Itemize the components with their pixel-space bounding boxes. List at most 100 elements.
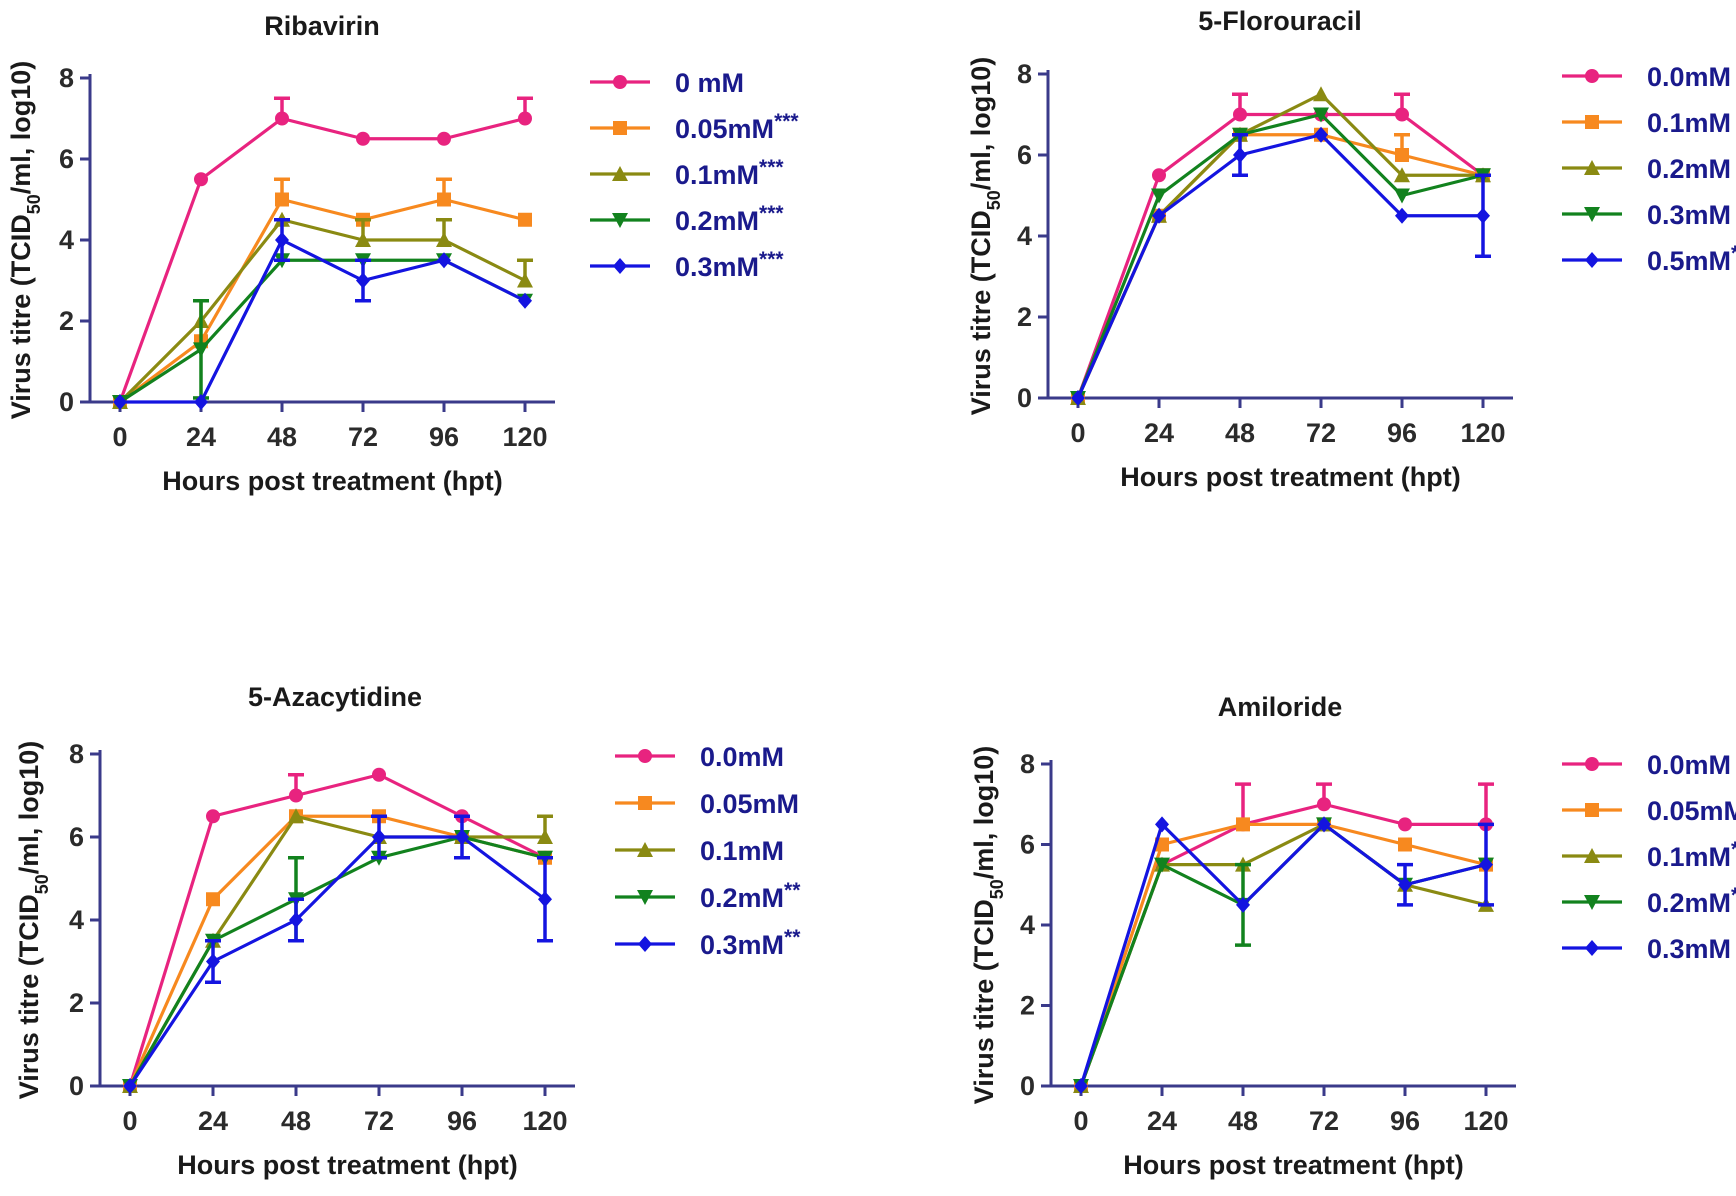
- x-tick-label: 72: [364, 1106, 394, 1136]
- series-3: [1073, 817, 1494, 1094]
- data-point: [1236, 817, 1250, 832]
- series-line: [119, 197, 526, 404]
- data-point: [356, 272, 370, 289]
- y-tick-label: 4: [59, 225, 74, 255]
- legend-label-text: 0.1mM: [1647, 842, 1731, 872]
- series-line: [128, 835, 546, 1087]
- legend-label: 0.1mM: [1647, 108, 1731, 138]
- y-tick-label: 8: [1017, 59, 1032, 89]
- legend-label: 0.3mM: [1647, 200, 1731, 230]
- series-4: [1071, 126, 1491, 406]
- legend-label-text: 0.2mM: [1647, 888, 1731, 918]
- x-tick-label: 96: [1390, 1106, 1420, 1136]
- significance-stars: ***: [759, 248, 784, 271]
- y-axis-label-subscript: 50: [24, 194, 44, 214]
- data-point: [1071, 390, 1085, 406]
- y-axis-label: Virus titre (TCID50/ml, log10): [14, 741, 52, 1100]
- legend-item: 0.2mM: [1562, 154, 1731, 184]
- legend-marker: [1585, 115, 1599, 129]
- legend-marker: [613, 121, 627, 135]
- legend-label: 0.2mM***: [675, 202, 784, 236]
- y-tick-label: 0: [1020, 1071, 1035, 1101]
- legend-label: 0.3mM: [1647, 934, 1731, 964]
- data-point: [437, 252, 451, 269]
- data-point: [1314, 126, 1328, 143]
- significance-stars: ***: [759, 156, 784, 179]
- legend-label: 0.1mM***: [675, 156, 784, 190]
- y-axis-label-subscript: 50: [984, 190, 1004, 210]
- data-point: [1394, 188, 1410, 204]
- legend-label-text: 0 mM: [675, 68, 744, 98]
- significance-stars: **: [1731, 242, 1736, 265]
- data-point: [113, 394, 127, 410]
- data-point: [538, 891, 552, 908]
- legend-marker: [1585, 757, 1599, 771]
- legend-item: 0.1mM*: [1562, 838, 1736, 872]
- legend-marker: [1584, 848, 1600, 863]
- legend-marker: [1585, 803, 1599, 817]
- series-2: [1073, 816, 1494, 1093]
- legend-label: 0.0mM: [1647, 62, 1731, 92]
- legend-item: 0.3mM: [1562, 934, 1731, 964]
- data-point: [289, 788, 303, 803]
- x-tick-label: 120: [502, 422, 547, 452]
- legend-label-text: 0.1mM: [1647, 108, 1731, 138]
- series-line: [128, 814, 546, 1087]
- x-tick-label: 48: [281, 1106, 311, 1136]
- legend-label-text: 0.3mM: [1647, 934, 1731, 964]
- x-axis-label: Hours post treatment (hpt): [162, 466, 503, 496]
- y-tick-label: 6: [1020, 830, 1035, 860]
- data-point: [455, 829, 469, 845]
- data-point: [1152, 168, 1166, 183]
- legend-item: 0.1mM: [1562, 108, 1731, 138]
- chart-title: Amiloride: [1218, 692, 1343, 722]
- data-point: [1074, 1078, 1088, 1094]
- data-point: [289, 912, 303, 928]
- y-tick-label: 2: [1017, 302, 1032, 332]
- x-tick-label: 120: [1460, 418, 1505, 448]
- series-line: [118, 218, 526, 404]
- legend-label: 0.2mM: [1647, 154, 1731, 184]
- legend-item: 0.05mM: [1562, 796, 1736, 826]
- legend-label: 0.2mM**: [700, 879, 801, 913]
- data-point: [275, 192, 289, 207]
- x-tick-label: 48: [1228, 1106, 1258, 1136]
- legend-label: 0.5mM**: [1647, 242, 1736, 276]
- legend-marker: [1584, 207, 1600, 222]
- y-tick-label: 0: [69, 1071, 84, 1101]
- y-axis-label-text: /ml, log10): [966, 57, 996, 191]
- data-point: [1236, 896, 1250, 913]
- y-axis-label: Virus titre (TCID50/ml, log10): [6, 61, 44, 420]
- x-tick-label: 24: [1144, 418, 1174, 448]
- data-point: [1313, 107, 1329, 123]
- data-point: [537, 829, 553, 844]
- legend-marker: [613, 75, 627, 89]
- y-tick-label: 8: [59, 63, 74, 93]
- legend-marker: [638, 796, 652, 810]
- series-line: [119, 258, 526, 404]
- series-line: [120, 238, 526, 404]
- y-axis-label-text: Virus titre (TCID: [969, 899, 999, 1104]
- significance-stars: *: [1731, 838, 1736, 861]
- x-tick-label: 24: [198, 1106, 228, 1136]
- y-tick-label: 8: [69, 739, 84, 769]
- series-0: [113, 96, 533, 409]
- data-point: [1398, 817, 1412, 832]
- data-point: [193, 342, 209, 358]
- legend-item: 0.2mM***: [590, 202, 784, 236]
- legend-label: 0.0mM: [700, 742, 784, 772]
- legend-item: 0.0mM: [615, 742, 784, 772]
- y-axis-label: Virus titre (TCID50/ml, log10): [966, 57, 1004, 416]
- series-4: [113, 218, 532, 410]
- legend-marker: [637, 842, 653, 857]
- legend-marker: [638, 749, 652, 763]
- y-axis-label-text: Virus titre (TCID: [6, 214, 36, 419]
- series-line: [1076, 133, 1483, 399]
- legend-label-text: 0.3mM: [1647, 200, 1731, 230]
- data-point: [437, 192, 451, 207]
- legend-item: 0.05mM***: [590, 110, 799, 144]
- legend-item: 0 mM: [590, 68, 744, 98]
- data-point: [518, 292, 532, 309]
- chart-title: Ribavirin: [264, 11, 380, 41]
